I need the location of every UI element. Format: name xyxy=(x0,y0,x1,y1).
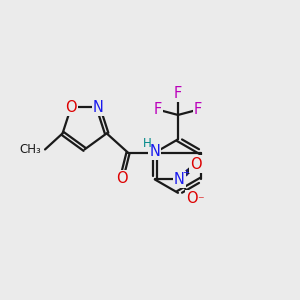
Text: N: N xyxy=(149,144,160,159)
Text: O: O xyxy=(186,191,197,206)
Text: F: F xyxy=(174,86,182,101)
Text: N: N xyxy=(93,100,104,115)
Text: N: N xyxy=(174,172,184,187)
Text: +: + xyxy=(182,168,190,178)
Text: H: H xyxy=(143,137,152,150)
Text: CH₃: CH₃ xyxy=(20,143,41,156)
Text: O: O xyxy=(116,171,127,186)
Text: F: F xyxy=(154,102,162,117)
Text: F: F xyxy=(194,102,202,117)
Text: O: O xyxy=(190,157,202,172)
Text: O: O xyxy=(65,100,77,115)
Text: ⁻: ⁻ xyxy=(197,194,204,207)
